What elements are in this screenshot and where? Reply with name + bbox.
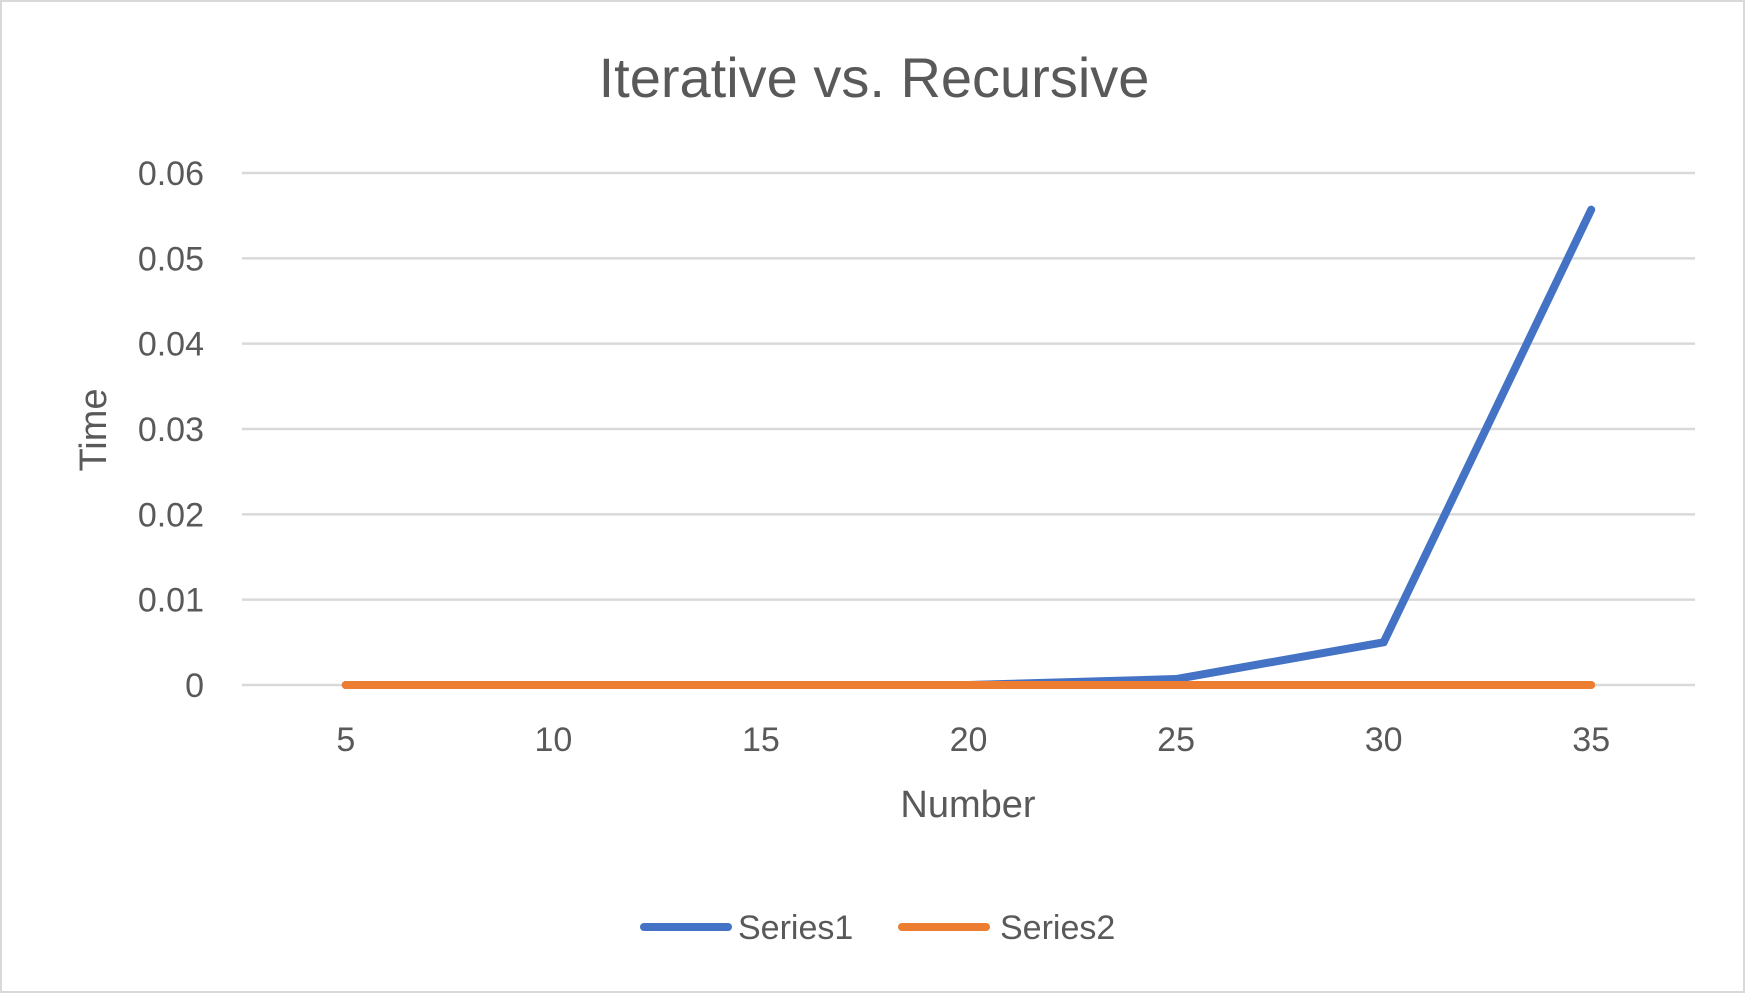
x-tick-label: 5 xyxy=(336,721,355,759)
series-lines xyxy=(341,205,1596,689)
legend: Series1 Series2 xyxy=(640,909,1115,947)
y-tick-label: 0.03 xyxy=(138,411,204,449)
x-axis-title: Number xyxy=(900,784,1035,826)
chart-title: Iterative vs. Recursive xyxy=(599,46,1150,109)
x-tick-label: 20 xyxy=(950,721,988,759)
series-line-1 xyxy=(341,205,1596,689)
y-axis-title: Time xyxy=(73,388,115,471)
x-axis-ticks: 5 10 15 20 25 30 35 xyxy=(336,721,1610,759)
y-tick-label: 0 xyxy=(185,667,204,705)
legend-label: Series2 xyxy=(1000,909,1115,947)
x-tick-label: 30 xyxy=(1365,721,1403,759)
y-tick-label: 0.02 xyxy=(138,496,204,534)
y-axis-ticks: 0 0.01 0.02 0.03 0.04 0.05 0.06 xyxy=(138,155,204,705)
gridlines xyxy=(242,171,1695,687)
x-tick-label: 35 xyxy=(1572,721,1610,759)
legend-label: Series1 xyxy=(738,909,853,947)
x-tick-label: 15 xyxy=(742,721,780,759)
y-tick-label: 0.04 xyxy=(138,326,204,364)
x-tick-label: 10 xyxy=(534,721,572,759)
y-tick-label: 0.05 xyxy=(138,240,204,278)
y-tick-label: 0.01 xyxy=(138,582,204,620)
y-tick-label: 0.06 xyxy=(138,155,204,193)
x-tick-label: 25 xyxy=(1157,721,1195,759)
